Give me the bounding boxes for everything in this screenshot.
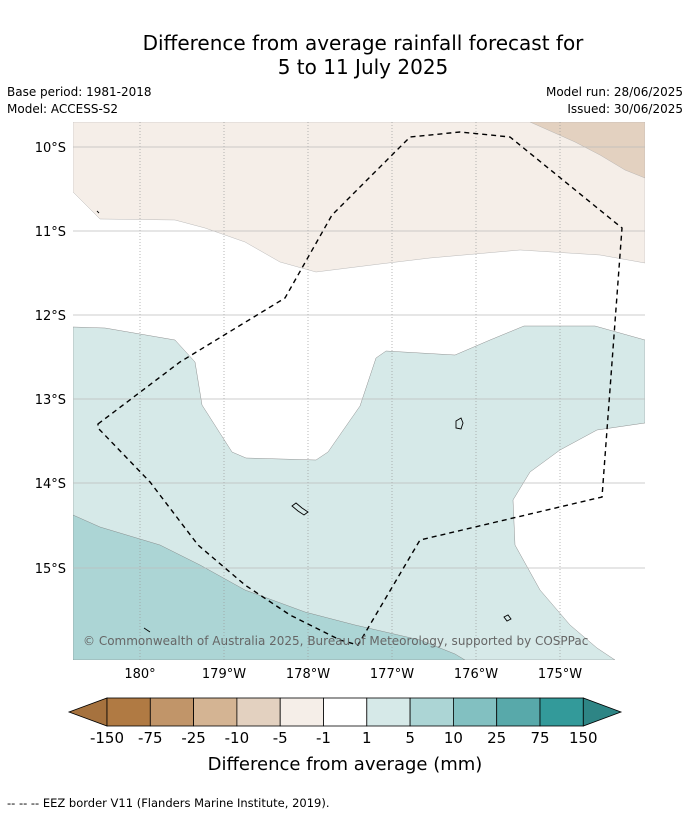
colorbar-swatch (193, 697, 238, 727)
islands (96, 210, 512, 633)
lat-label: 13°S (35, 393, 66, 408)
colorbar-swatch (279, 697, 324, 727)
lon-label: 179°W (202, 667, 246, 682)
lon-label: 180° (124, 667, 155, 682)
colorbar-swatch (149, 697, 195, 727)
gridlines (73, 122, 645, 660)
colorbar-tick-label: 25 (487, 729, 506, 747)
colorbar-tick-label: 1 (362, 729, 372, 747)
model-name: Model: ACCESS-S2 (7, 102, 119, 116)
lon-label: 176°W (454, 667, 498, 682)
colorbar-tick-label: -75 (138, 729, 163, 747)
meta-left: Base period: 1981-2018 Model: ACCESS-S2 (7, 84, 152, 118)
colorbar-swatch (496, 697, 541, 727)
colorbar-tick-label: -25 (181, 729, 206, 747)
colorbar-swatch (539, 697, 584, 727)
colorbar-swatch (409, 697, 454, 727)
issued-date: Issued: 30/06/2025 (567, 102, 683, 116)
lat-labels: 10°S 11°S 12°S 13°S 14°S 15°S (35, 141, 66, 577)
colorbar-swatch (366, 697, 411, 727)
base-period: Base period: 1981-2018 (7, 85, 152, 99)
colorbar-tick-label: -1 (316, 729, 331, 747)
lon-label: 177°W (370, 667, 414, 682)
island-tick-west (143, 627, 151, 633)
island-small-se (503, 614, 512, 622)
colorbar-swatch (323, 697, 368, 727)
rainfall-map: © Commonwealth of Australia 2025, Bureau… (35, 122, 645, 775)
lon-label: 175°W (538, 667, 582, 682)
colorbar-tick-label: -150 (90, 729, 124, 747)
map-title: Difference from average rainfall forecas… (0, 31, 690, 79)
colorbar-tick-label: 10 (444, 729, 463, 747)
lat-label: 14°S (35, 477, 66, 492)
lat-label: 15°S (35, 562, 66, 577)
lon-label: 178°W (286, 667, 330, 682)
colorbar-tick-label: 75 (530, 729, 549, 747)
map-plot-area: © Commonwealth of Australia 2025, Bureau… (73, 122, 645, 660)
eez-border (97, 131, 623, 646)
colorbar-swatch (106, 697, 151, 727)
island-central (291, 502, 309, 516)
region-brown-pale (73, 122, 645, 273)
lon-labels: 180° 179°W 178°W 177°W 176°W 175°W (124, 667, 582, 682)
colorbar-title: Difference from average (mm) (208, 754, 483, 775)
colorbar-tick-label: -5 (273, 729, 288, 747)
model-run: Model run: 28/06/2025 (545, 85, 683, 99)
title-line-1: Difference from average rainfall forecas… (142, 31, 584, 55)
region-brown-light (529, 122, 645, 179)
colorbar-swatch (452, 697, 498, 727)
copyright-text: © Commonwealth of Australia 2025, Bureau… (83, 634, 588, 648)
eez-legend-note: -- -- -- EEZ border V11 (Flanders Marine… (7, 796, 330, 810)
meta-right: Model run: 28/06/2025 Issued: 30/06/2025 (546, 84, 683, 118)
lat-label: 11°S (35, 225, 66, 240)
colorbar (67, 697, 623, 727)
colorbar-extend-low (67, 697, 108, 727)
colorbar-tick-label: 5 (405, 729, 415, 747)
island-tick-north (96, 210, 100, 214)
colorbar-swatch (236, 697, 281, 727)
lat-label: 12°S (35, 309, 66, 324)
colorbar-extend-high (582, 697, 623, 727)
island-east (455, 417, 464, 430)
region-teal-light (73, 514, 466, 660)
colorbar-tick-label: -10 (225, 729, 250, 747)
title-line-2: 5 to 11 July 2025 (277, 55, 449, 79)
colorbar-tick-label: 150 (569, 729, 598, 747)
colorbar-ticks: -150 -75 -25 -10 -5 -1 1 5 10 25 75 150 (90, 729, 598, 747)
lat-label: 10°S (35, 141, 66, 156)
